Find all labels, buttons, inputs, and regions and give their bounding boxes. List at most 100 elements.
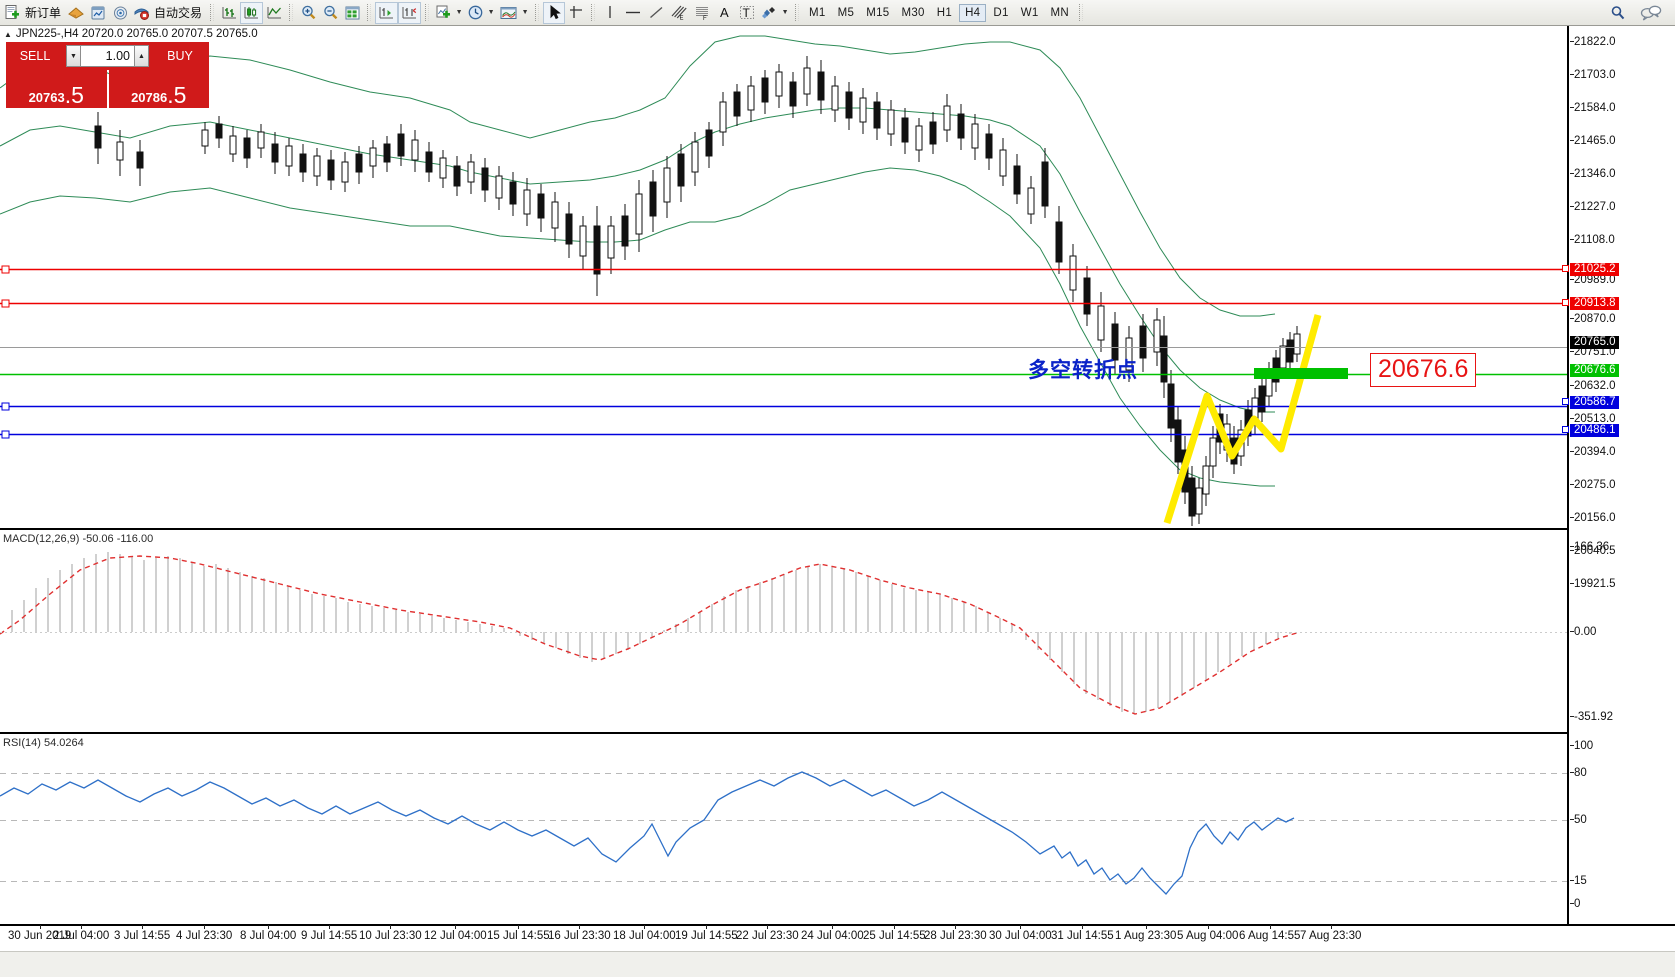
- new-order-label: 新订单: [25, 6, 62, 20]
- price-tick: 21108.0: [1570, 234, 1615, 246]
- horizontal-line-20913[interactable]: [0, 299, 1567, 308]
- tick-label: 0: [1574, 898, 1581, 910]
- indicators-icon: [436, 5, 451, 18]
- chart-window[interactable]: ▲ JPN225-,H4 20720.0 20765.0 20707.5 207…: [0, 26, 1675, 977]
- vertical-line-button[interactable]: [599, 2, 621, 24]
- price-level-tag[interactable]: 20913.8: [1570, 297, 1619, 310]
- indicators-dropdown-arrow[interactable]: ▼: [455, 9, 463, 16]
- price-tick: 21227.0: [1570, 201, 1616, 213]
- line-chart-button[interactable]: [263, 2, 285, 24]
- tile-windows-button[interactable]: [341, 2, 363, 24]
- period-dropdown-arrow[interactable]: ▼: [487, 9, 495, 16]
- templates-button[interactable]: ▼: [497, 2, 531, 24]
- level-drag-handle[interactable]: [1562, 426, 1569, 433]
- zoom-in-button[interactable]: [297, 2, 319, 24]
- templates-icon: [500, 6, 517, 19]
- price-level-tag[interactable]: 20765.0: [1570, 336, 1619, 349]
- text-button[interactable]: T: [736, 2, 758, 24]
- volume-increase-button[interactable]: ▲: [134, 45, 149, 67]
- search-icon[interactable]: [1609, 4, 1627, 22]
- level-drag-handle[interactable]: [1562, 265, 1569, 272]
- volume-stepper[interactable]: ▼ 1.00 ▲: [64, 42, 151, 70]
- level-drag-handle[interactable]: [1562, 299, 1569, 306]
- horizontal-line-20486[interactable]: [0, 430, 1567, 439]
- price-tick: 20870.0: [1570, 313, 1616, 325]
- timeframe-w1[interactable]: W1: [1020, 6, 1039, 19]
- price-level-tag[interactable]: 20586.7: [1570, 396, 1619, 409]
- price-level-tag[interactable]: 20486.1: [1570, 424, 1619, 437]
- expert-advisor-button[interactable]: [65, 2, 87, 24]
- horizontal-line-21025[interactable]: [0, 265, 1567, 274]
- time-tick-mark: [390, 925, 392, 929]
- templates-dropdown-arrow[interactable]: ▼: [521, 9, 529, 16]
- price-tick: 21822.0: [1570, 36, 1616, 48]
- auto-trading-button[interactable]: 自动交易: [131, 2, 206, 24]
- timeframe-m5[interactable]: M5: [837, 6, 855, 19]
- horizontal-line-20586[interactable]: [0, 402, 1567, 411]
- data-window-button[interactable]: [87, 2, 109, 24]
- crosshair-button[interactable]: [565, 2, 587, 24]
- timeframe-m15[interactable]: M15: [866, 6, 890, 19]
- bar-chart-button[interactable]: [218, 2, 240, 24]
- price-level-tag[interactable]: 20676.6: [1570, 364, 1619, 377]
- trendline-button[interactable]: [645, 2, 668, 24]
- price-level-tag[interactable]: 21025.2: [1570, 263, 1619, 276]
- support-zone-marker[interactable]: [1254, 368, 1348, 379]
- sell-button[interactable]: SELL: [6, 42, 64, 70]
- cursor-button[interactable]: [543, 1, 566, 24]
- level-drag-handle[interactable]: [1562, 398, 1569, 405]
- auto-scroll-button[interactable]: [398, 1, 422, 24]
- macd-pane[interactable]: MACD(12,26,9) -50.06 -116.00: [0, 532, 1567, 734]
- shift-end-button[interactable]: [375, 1, 399, 24]
- price-pane[interactable]: ▲ JPN225-,H4 20720.0 20765.0 20707.5 207…: [0, 26, 1567, 530]
- indicators-button[interactable]: ▼: [433, 2, 465, 24]
- collapse-triangle-icon[interactable]: ▲: [4, 29, 12, 39]
- macd-indicator-label[interactable]: MACD(12,26,9) -50.06 -116.00: [3, 533, 154, 545]
- vertical-line-icon: [609, 6, 611, 18]
- shapes-dropdown-arrow[interactable]: ▼: [781, 9, 789, 16]
- new-order-button[interactable]: 新订单: [2, 2, 65, 24]
- sell-price-button[interactable]: 20763 .5: [6, 70, 107, 108]
- one-click-trading-panel[interactable]: SELL ▼ 1.00 ▲ BUY 20763 .5 20786 .5: [6, 42, 209, 108]
- price-tick: 21703.0: [1570, 69, 1616, 81]
- candlestick-chart-button[interactable]: [240, 1, 264, 24]
- buy-price-button[interactable]: 20786 .5: [108, 70, 209, 108]
- volume-decrease-button[interactable]: ▼: [66, 45, 81, 67]
- crosshair-icon: [569, 6, 582, 18]
- price-tick: 20632.0: [1570, 380, 1616, 392]
- price-box-annotation[interactable]: 20676.6: [1370, 353, 1477, 387]
- volume-input[interactable]: 1.00: [81, 45, 134, 67]
- rsi-pane[interactable]: RSI(14) 54.0264: [0, 736, 1567, 924]
- shapes-button[interactable]: ▼: [758, 2, 791, 24]
- horizontal-line-button[interactable]: [621, 2, 645, 24]
- toolbar-separator: [535, 4, 540, 21]
- equidistant-channel-button[interactable]: E: [668, 2, 691, 24]
- timeframe-h1[interactable]: H1: [936, 6, 953, 19]
- price-axis[interactable]: 21822.0 21703.0 21584.0 21465.0 21346.0 21227…: [1562, 26, 1675, 924]
- text-label-button[interactable]: A: [714, 2, 736, 24]
- rsi-indicator-label[interactable]: RSI(14) 54.0264: [3, 737, 84, 749]
- timeframe-mn[interactable]: MN: [1050, 6, 1070, 19]
- tick-label: 21227.0: [1574, 201, 1616, 213]
- chat-icon[interactable]: [1639, 4, 1663, 22]
- timeframe-m1[interactable]: M1: [809, 6, 826, 19]
- timeframe-m30[interactable]: M30: [901, 6, 925, 19]
- period-button[interactable]: ▼: [465, 2, 497, 24]
- zoom-out-button[interactable]: [319, 2, 341, 24]
- fibonacci-button[interactable]: F: [691, 2, 714, 24]
- symbol-info-line: ▲ JPN225-,H4 20720.0 20765.0 20707.5 207…: [4, 28, 258, 40]
- navigator-button[interactable]: [109, 2, 131, 24]
- buy-button[interactable]: BUY: [151, 42, 209, 70]
- trend-zigzag-line[interactable]: [1163, 314, 1322, 525]
- price-tick: 20513.0: [1570, 413, 1616, 425]
- time-axis[interactable]: 30 Jun 2019 2 Jul 04:00 3 Jul 14:55 4 Jul 2…: [0, 924, 1675, 951]
- time-label: 28 Jul 23:30: [924, 925, 987, 942]
- turning-point-annotation[interactable]: 多空转折点: [1028, 359, 1138, 382]
- timeframe-h4[interactable]: H4: [959, 3, 987, 22]
- rsi-tick: 100: [1570, 740, 1594, 752]
- tick-mark: [1570, 903, 1574, 904]
- tick-label: 100: [1574, 740, 1594, 752]
- timeframe-d1[interactable]: D1: [993, 6, 1009, 19]
- price-tick: 20394.0: [1570, 446, 1616, 458]
- toolbar-right-group: [1609, 4, 1675, 22]
